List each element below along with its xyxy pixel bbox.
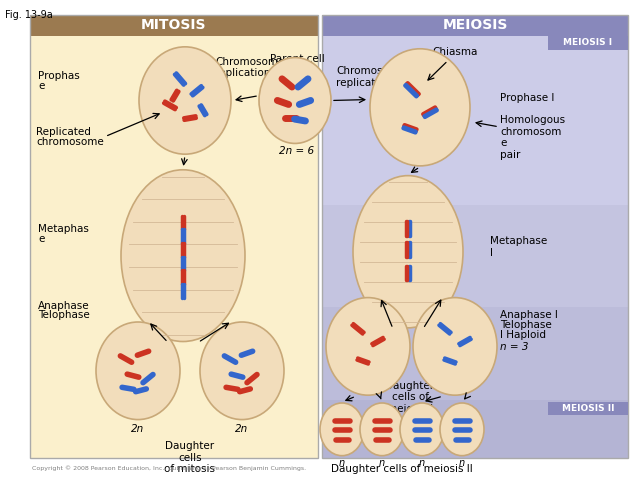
Text: Fig. 13-9a: Fig. 13-9a [5, 10, 52, 20]
Text: Chromosome
replication: Chromosome replication [215, 57, 284, 78]
Text: e: e [38, 81, 44, 91]
Ellipse shape [370, 49, 470, 166]
Text: I: I [490, 248, 493, 258]
Ellipse shape [259, 58, 331, 144]
Text: MITOSIS: MITOSIS [141, 18, 207, 32]
FancyBboxPatch shape [322, 36, 628, 205]
Text: n = 3: n = 3 [500, 341, 529, 351]
Text: e: e [38, 234, 44, 244]
Text: Anaphase I: Anaphase I [500, 310, 558, 320]
Text: MEIOSIS I: MEIOSIS I [563, 38, 612, 48]
FancyBboxPatch shape [548, 402, 628, 415]
Text: n: n [339, 457, 345, 468]
Ellipse shape [121, 170, 245, 341]
Text: Telophase: Telophase [38, 310, 90, 320]
FancyBboxPatch shape [548, 36, 628, 50]
Text: 2n: 2n [131, 424, 145, 434]
Ellipse shape [320, 403, 364, 456]
Text: MEIOSIS: MEIOSIS [442, 18, 508, 32]
Ellipse shape [326, 298, 410, 395]
Text: Daughter
cells of
meiosis I: Daughter cells of meiosis I [385, 381, 435, 414]
FancyBboxPatch shape [322, 205, 628, 307]
Text: Copyright © 2008 Pearson Education, Inc., publishing as Pearson Benjamin Cumming: Copyright © 2008 Pearson Education, Inc.… [32, 466, 306, 471]
Text: n: n [379, 457, 385, 468]
FancyBboxPatch shape [30, 36, 318, 457]
Text: Anaphase: Anaphase [38, 300, 90, 311]
Text: Daughter cells of meiosis II: Daughter cells of meiosis II [331, 465, 473, 474]
Ellipse shape [139, 47, 231, 154]
Text: Telophase: Telophase [500, 320, 552, 330]
FancyBboxPatch shape [322, 14, 628, 36]
FancyBboxPatch shape [30, 14, 318, 36]
Text: Prophas: Prophas [38, 71, 80, 81]
FancyBboxPatch shape [322, 400, 628, 457]
FancyBboxPatch shape [322, 307, 628, 400]
Text: Homologous
chromosom
e
pair: Homologous chromosom e pair [500, 115, 565, 160]
Ellipse shape [96, 322, 180, 420]
Text: Prophase I: Prophase I [500, 93, 554, 103]
Text: 2n = 6: 2n = 6 [280, 146, 315, 156]
Text: Chromosome
replication: Chromosome replication [336, 66, 405, 88]
Text: Metaphase: Metaphase [490, 236, 547, 246]
Ellipse shape [353, 176, 463, 328]
Text: Parent cell: Parent cell [269, 54, 324, 64]
Ellipse shape [400, 403, 444, 456]
Text: chromosome: chromosome [36, 137, 104, 146]
Text: Daughter
cells
of mitosis: Daughter cells of mitosis [164, 441, 216, 474]
Ellipse shape [360, 403, 404, 456]
Text: n: n [419, 457, 425, 468]
Text: Metaphas: Metaphas [38, 225, 89, 234]
Ellipse shape [200, 322, 284, 420]
Ellipse shape [413, 298, 497, 395]
Text: n: n [459, 457, 465, 468]
Text: MEIOSIS II: MEIOSIS II [562, 404, 614, 413]
Text: I Haploid: I Haploid [500, 330, 546, 340]
Ellipse shape [440, 403, 484, 456]
Text: Replicated: Replicated [36, 127, 91, 137]
Text: 2n: 2n [236, 424, 248, 434]
Text: Chiasma: Chiasma [432, 47, 477, 57]
